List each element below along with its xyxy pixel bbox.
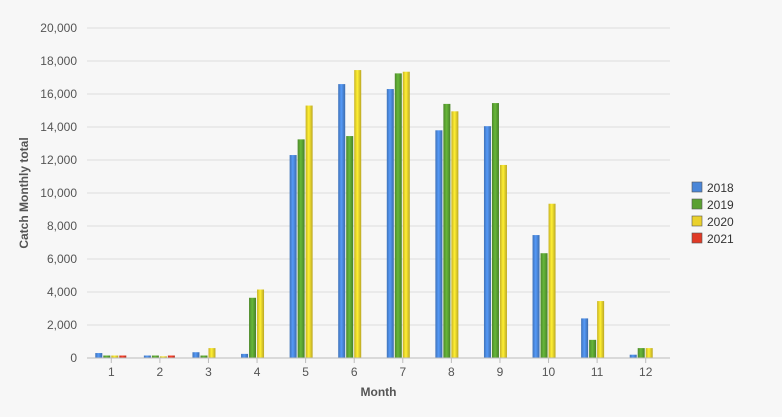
legend-swatch <box>691 181 703 193</box>
bar-2020-month-6[interactable] <box>354 70 362 358</box>
y-tick-label: 0 <box>70 351 77 365</box>
y-tick-label: 2,000 <box>47 318 77 332</box>
bar-2019-month-11[interactable] <box>589 339 597 358</box>
bar-2018-month-5[interactable] <box>289 155 297 358</box>
x-tick-label: 8 <box>448 365 455 379</box>
bar-2018-month-4[interactable] <box>241 353 249 358</box>
x-axis-title: Month <box>361 385 397 399</box>
bar-2019-month-6[interactable] <box>346 136 354 358</box>
bar-2020-month-3[interactable] <box>208 348 216 358</box>
bar-2019-month-10[interactable] <box>540 253 548 358</box>
bar-2018-month-1[interactable] <box>95 353 103 358</box>
x-tick-label: 11 <box>591 365 604 379</box>
bar-2019-month-8[interactable] <box>443 103 451 359</box>
y-tick-label: 6,000 <box>47 252 77 266</box>
x-tick-label: 1 <box>108 365 115 379</box>
x-tick-label: 12 <box>639 365 653 379</box>
y-tick-label: 14,000 <box>40 120 77 134</box>
legend-swatch <box>691 198 703 210</box>
bar-2021-month-1[interactable] <box>119 355 127 358</box>
legend[interactable]: 2018 2019 2020 2021 <box>691 181 734 246</box>
legend-item-2018[interactable]: 2018 <box>691 181 734 195</box>
y-tick-label: 20,000 <box>40 21 77 35</box>
legend-item-2021[interactable]: 2021 <box>691 232 734 246</box>
y-tick-labels: 0 2,000 4,000 6,000 8,000 10,000 12,000 14,000 1… <box>40 21 77 365</box>
bar-2020-month-10[interactable] <box>548 203 556 358</box>
y-tick-label: 8,000 <box>47 219 77 233</box>
x-tick-label: 9 <box>497 365 504 379</box>
bar-2019-month-4[interactable] <box>249 297 257 358</box>
x-tick-label: 7 <box>399 365 406 379</box>
legend-item-2020[interactable]: 2020 <box>691 215 734 229</box>
y-tick-label: 16,000 <box>40 87 77 101</box>
legend-swatch <box>691 215 703 227</box>
bar-2019-month-5[interactable] <box>297 139 305 358</box>
y-tick-label: 18,000 <box>40 54 77 68</box>
x-tick-label: 3 <box>205 365 212 379</box>
x-tick-label: 2 <box>157 365 164 379</box>
bar-2020-month-1[interactable] <box>111 355 119 358</box>
legend-item-2019[interactable]: 2019 <box>691 198 734 212</box>
legend-label: 2019 <box>707 198 734 212</box>
bar-2020-month-12[interactable] <box>645 348 653 358</box>
bar-2020-month-4[interactable] <box>257 289 265 358</box>
x-tick-label: 4 <box>254 365 261 379</box>
bar-2018-month-8[interactable] <box>435 130 443 358</box>
legend-label: 2018 <box>707 181 734 195</box>
x-tick-label: 10 <box>542 365 556 379</box>
bar-2020-month-7[interactable] <box>402 71 410 358</box>
x-tick-label: 5 <box>302 365 309 379</box>
bar-2020-month-9[interactable] <box>499 164 507 358</box>
bar-2019-month-1[interactable] <box>103 355 111 358</box>
y-tick-label: 12,000 <box>40 153 77 167</box>
bar-2020-month-11[interactable] <box>597 301 605 358</box>
legend-label: 2021 <box>707 232 734 246</box>
legend-label: 2020 <box>707 215 734 229</box>
bar-2019-month-12[interactable] <box>637 348 645 358</box>
bar-2020-month-5[interactable] <box>305 105 313 358</box>
bar-2019-month-7[interactable] <box>394 73 402 358</box>
bar-2020-month-8[interactable] <box>451 111 459 358</box>
bar-2018-month-9[interactable] <box>483 126 491 358</box>
bar-2018-month-10[interactable] <box>532 235 540 358</box>
bar-2019-month-2[interactable] <box>151 355 159 358</box>
legend-swatch <box>691 232 703 244</box>
bar-2019-month-9[interactable] <box>491 103 499 358</box>
bars <box>95 70 653 359</box>
bar-2018-month-2[interactable] <box>143 355 151 358</box>
bar-2018-month-7[interactable] <box>386 89 394 359</box>
y-tick-label: 10,000 <box>40 186 77 200</box>
bar-2018-month-3[interactable] <box>192 352 200 358</box>
bar-2018-month-12[interactable] <box>629 354 637 358</box>
bar-2021-month-2[interactable] <box>167 355 175 358</box>
bar-2018-month-6[interactable] <box>338 84 346 358</box>
y-tick-label: 4,000 <box>47 285 77 299</box>
x-tick-label: 6 <box>351 365 358 379</box>
y-axis-title: Catch Monthly total <box>17 137 31 248</box>
bar-2019-month-3[interactable] <box>200 355 208 358</box>
x-tick-labels: 1 2 3 4 5 6 7 8 9 10 11 12 <box>108 358 653 379</box>
bar-2018-month-11[interactable] <box>581 318 589 358</box>
bar-2020-month-2[interactable] <box>159 356 167 358</box>
grid-lines <box>87 27 670 326</box>
